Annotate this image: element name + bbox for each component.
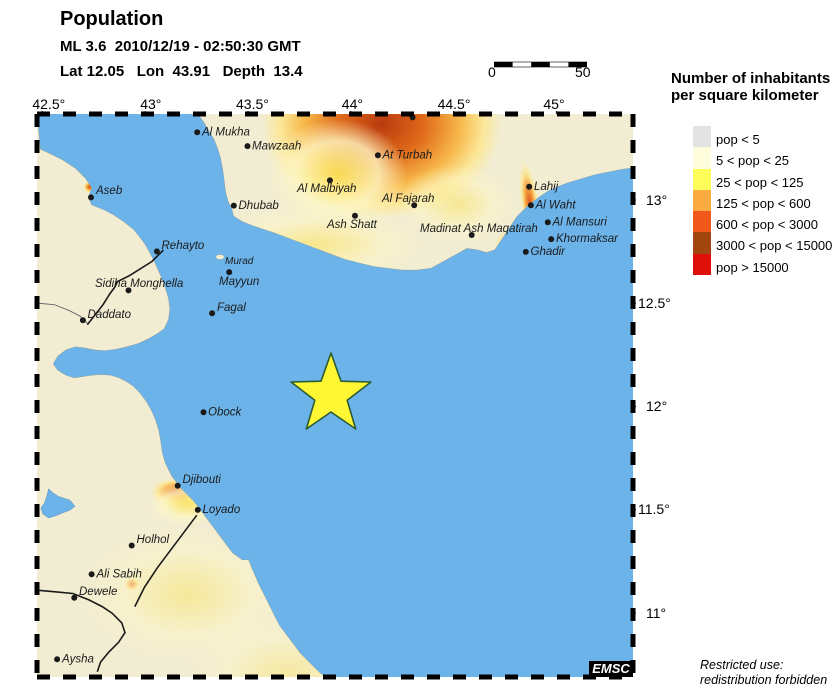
svg-text:Mayyun: Mayyun <box>219 276 259 288</box>
svg-text:Fagal: Fagal <box>217 302 246 314</box>
svg-text:Mawzaah: Mawzaah <box>252 141 301 153</box>
svg-text:Madinat Ash Maqatirah: Madinat Ash Maqatirah <box>420 223 538 235</box>
svg-text:Dhubab: Dhubab <box>239 200 280 212</box>
svg-text:Al Mukha: Al Mukha <box>201 127 250 139</box>
svg-text:Obock: Obock <box>208 407 242 419</box>
svg-text:Murad: Murad <box>225 256 254 267</box>
svg-text:Holhol: Holhol <box>137 534 170 546</box>
svg-text:Aseb: Aseb <box>95 185 123 197</box>
svg-text:Ali Sabih: Ali Sabih <box>96 569 142 581</box>
svg-text:Sidiha Monghella: Sidiha Monghella <box>95 278 183 290</box>
svg-text:Ash Shatt: Ash Shatt <box>326 219 378 231</box>
svg-text:At Turbah: At Turbah <box>382 150 433 162</box>
svg-text:Al Kanadan: Al Kanadan <box>379 114 439 115</box>
svg-text:Al Malbiyah: Al Malbiyah <box>296 183 356 195</box>
svg-text:Djibouti: Djibouti <box>183 474 222 486</box>
svg-text:Rehayto: Rehayto <box>162 240 205 252</box>
svg-text:Al Mansuri: Al Mansuri <box>552 217 608 229</box>
svg-text:Dewele: Dewele <box>79 586 117 598</box>
svg-text:Aysha: Aysha <box>61 654 94 666</box>
svg-text:Lahij: Lahij <box>534 181 559 193</box>
svg-text:Khormaksar: Khormaksar <box>556 233 619 245</box>
svg-text:Al Waht: Al Waht <box>535 200 577 212</box>
svg-text:Al Fajarah: Al Fajarah <box>381 193 434 205</box>
svg-text:Daddato: Daddato <box>88 309 132 321</box>
svg-text:Ghadir: Ghadir <box>531 246 567 258</box>
svg-text:Loyado: Loyado <box>203 504 241 516</box>
